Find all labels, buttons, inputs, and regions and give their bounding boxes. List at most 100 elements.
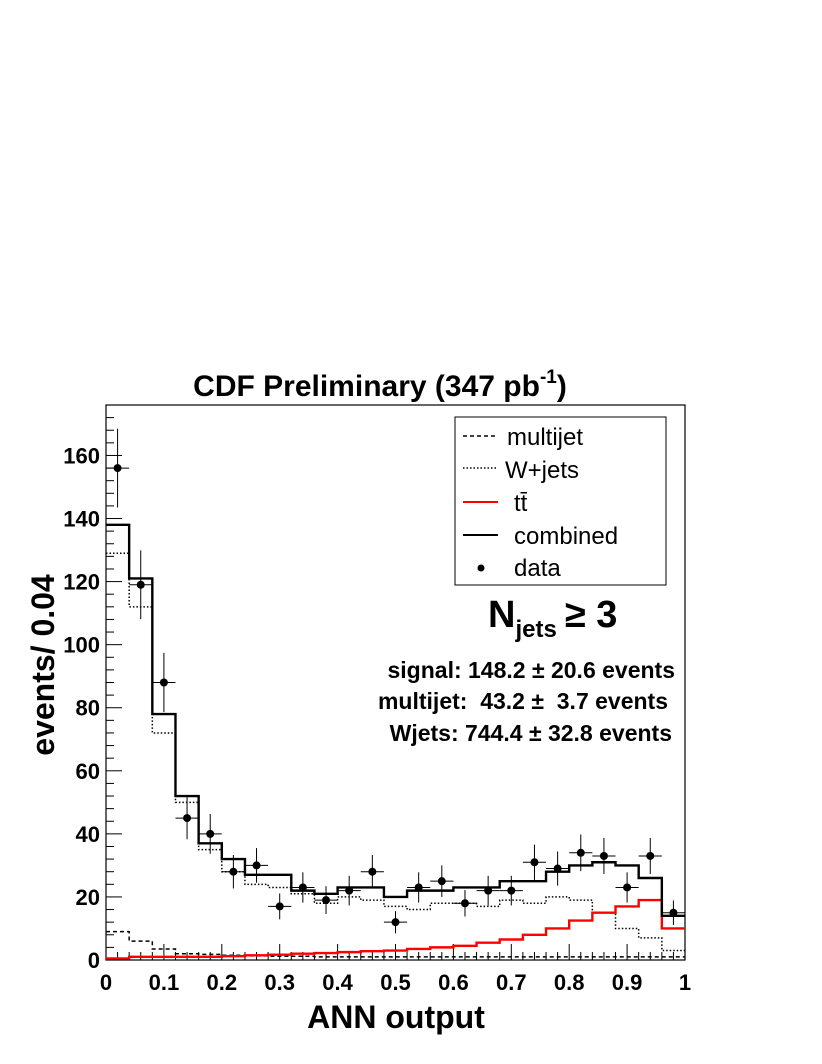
y-tick-label: 120 — [63, 570, 100, 595]
data-point-marker — [391, 918, 400, 927]
data-point-marker — [530, 858, 539, 867]
data-point — [430, 865, 454, 897]
x-tick-label: 0.6 — [438, 970, 469, 995]
data-point — [453, 889, 477, 917]
chart-title: CDF Preliminary (347 pb-1) — [193, 367, 567, 403]
y-tick-label: 80 — [76, 696, 100, 721]
x-tick-label: 0 — [100, 970, 112, 995]
y-tick-label: 160 — [63, 443, 100, 468]
legend-label-ttbar: tt̄ — [514, 490, 528, 517]
njets-relation: ≥ 3 — [565, 594, 618, 636]
y-axis-label: events/ 0.04 — [25, 574, 61, 756]
legend-label-multijet: multijet — [507, 424, 583, 451]
legend-label-data: data — [514, 555, 561, 582]
legend: multijet W+jets tt̄ combined data — [454, 416, 667, 586]
data-point-marker — [437, 877, 446, 886]
data-point — [360, 854, 384, 889]
y-tick-labels: 0 20 40 60 80 100 120 140 160 — [63, 443, 100, 973]
histogram-series — [106, 523, 685, 960]
data-point-marker — [345, 886, 354, 895]
chart-title-main: CDF Preliminary (347 pb — [193, 370, 540, 403]
data-point — [661, 900, 685, 925]
chart-title-sup: -1 — [540, 367, 557, 388]
x-tick-label: 0.9 — [612, 970, 643, 995]
data-point-marker — [669, 908, 678, 917]
data-point-marker — [623, 883, 632, 892]
data-point — [569, 834, 593, 872]
data-points — [106, 428, 685, 934]
njets-sub: jets — [514, 616, 556, 643]
multijet-yield: multijet: 43.2 ± 3.7 events — [378, 688, 668, 714]
wjets-yield: Wjets: 744.4 ± 32.8 events — [390, 720, 672, 746]
x-tick-label: 1 — [679, 970, 691, 995]
data-point — [244, 848, 269, 883]
x-tick-label: 0.5 — [380, 970, 411, 995]
data-point-marker — [507, 886, 516, 895]
data-point — [106, 428, 130, 508]
x-axis-label: ANN output — [307, 999, 485, 1035]
legend-swatch-data — [477, 564, 485, 572]
y-tick-label: 20 — [76, 885, 100, 910]
data-point-marker — [298, 883, 307, 892]
data-point-marker — [414, 883, 423, 892]
x-tick-label: 0.3 — [264, 970, 295, 995]
data-point — [129, 550, 153, 620]
data-point-marker — [368, 867, 377, 876]
chart-title-close: ) — [557, 370, 567, 403]
data-point — [407, 872, 431, 903]
njets-annotation: Njets ≥ 3 — [488, 594, 617, 643]
series-tt — [106, 898, 685, 960]
x-tick-label: 0.8 — [554, 970, 585, 995]
data-point-marker — [206, 829, 215, 838]
y-tick-label: 100 — [63, 633, 100, 658]
x-tick-label: 0.1 — [149, 970, 180, 995]
signal-yield: signal: 148.2 ± 20.6 events — [388, 657, 676, 683]
series-combined — [106, 523, 685, 918]
njets-main: N — [488, 594, 515, 636]
data-point-marker — [136, 580, 145, 589]
data-point-marker — [252, 861, 261, 870]
series-wjets — [106, 552, 685, 952]
x-tick-label: 0.7 — [496, 970, 527, 995]
x-tick-labels: 0 0.1 0.2 0.3 0.4 0.5 0.6 0.7 0.8 0.9 1 — [100, 970, 691, 995]
legend-label-combined: combined — [514, 523, 618, 550]
data-point — [198, 813, 222, 854]
data-point — [615, 872, 639, 903]
data-point-marker — [229, 867, 238, 876]
data-point — [546, 851, 570, 886]
legend-label-wjets: W+jets — [505, 457, 579, 484]
data-point-marker — [113, 464, 122, 473]
data-point-marker — [576, 848, 585, 857]
data-point-marker — [460, 899, 469, 908]
data-point — [638, 837, 662, 874]
data-point-marker — [553, 864, 562, 873]
data-point — [499, 875, 523, 906]
data-point — [221, 854, 245, 889]
data-point-marker — [599, 851, 608, 860]
data-point — [592, 837, 616, 874]
data-point — [175, 796, 199, 840]
data-point-marker — [484, 886, 493, 895]
data-point — [522, 844, 547, 880]
data-point — [268, 893, 292, 920]
y-tick-label: 60 — [76, 759, 100, 784]
data-point-marker — [322, 896, 331, 905]
data-point — [152, 652, 176, 713]
data-point-marker — [183, 814, 192, 823]
x-tick-label: 0.4 — [322, 970, 353, 995]
series-multijet — [106, 930, 685, 958]
data-point — [314, 886, 338, 914]
data-point — [383, 911, 408, 934]
x-tick-label: 0.2 — [207, 970, 238, 995]
axis-ticks — [105, 404, 686, 961]
y-tick-label: 40 — [76, 822, 100, 847]
data-point-marker — [646, 851, 655, 860]
y-tick-label: 0 — [88, 948, 100, 973]
data-point-marker — [159, 678, 168, 687]
y-tick-label: 140 — [63, 507, 100, 532]
data-point — [476, 875, 500, 906]
data-point — [337, 875, 361, 906]
data-point — [291, 872, 315, 903]
data-point-marker — [275, 902, 284, 911]
